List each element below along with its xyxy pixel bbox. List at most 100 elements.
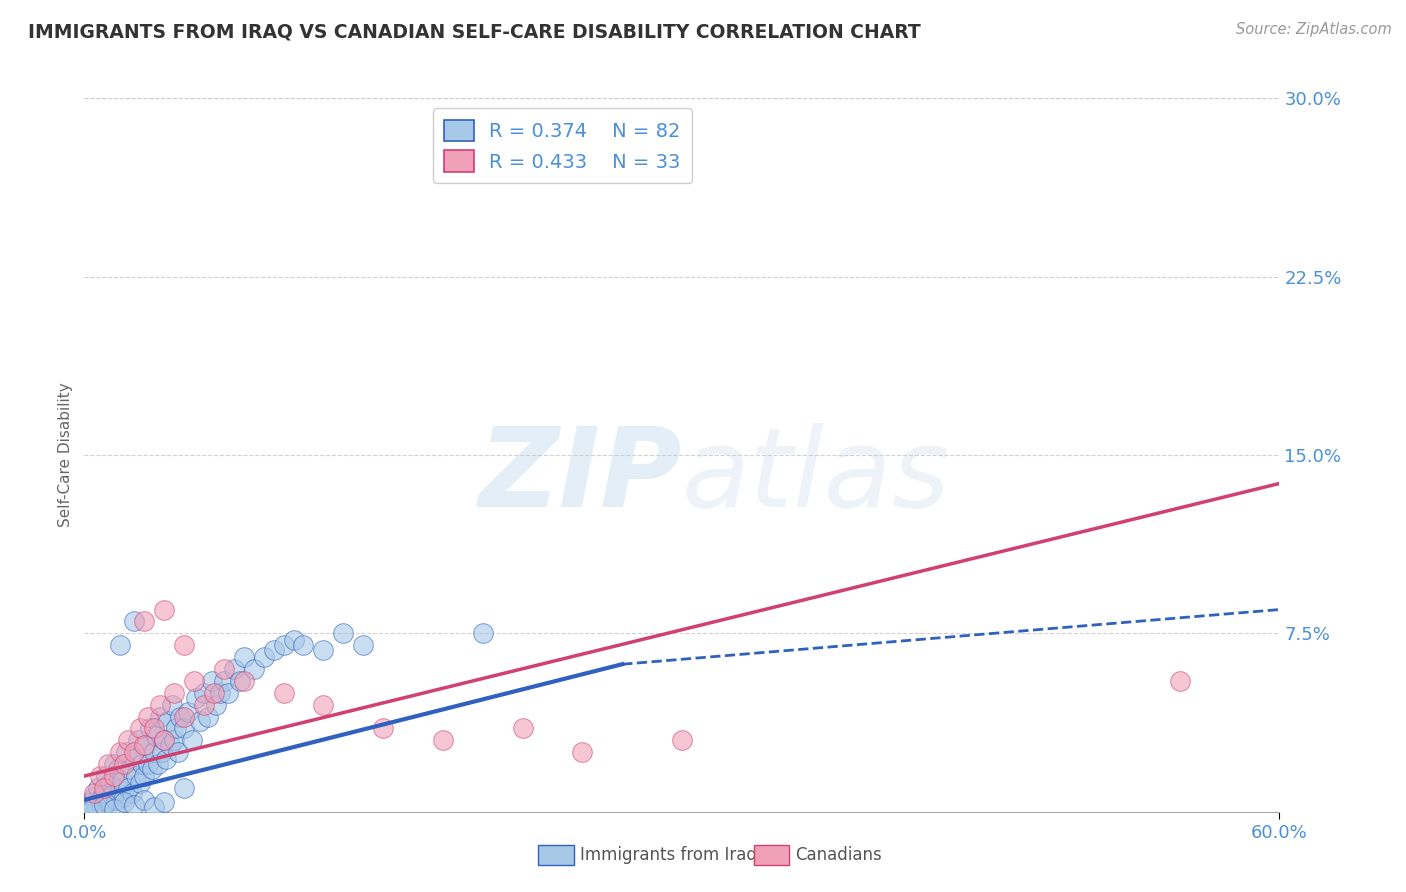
Text: ZIP: ZIP [478, 423, 682, 530]
FancyBboxPatch shape [538, 846, 575, 865]
Immigrants from Iraq [150, 745, 173, 759]
Immigrants from Iraq [169, 709, 191, 723]
Canadians [132, 738, 156, 752]
Canadians [112, 757, 135, 772]
Canadians [173, 709, 195, 723]
Immigrants from Iraq [83, 790, 105, 805]
Immigrants from Iraq [193, 686, 215, 700]
Immigrants from Iraq [253, 650, 276, 665]
Immigrants from Iraq [89, 793, 111, 807]
Immigrants from Iraq [132, 769, 156, 783]
Immigrants from Iraq [91, 800, 114, 814]
Canadians [163, 686, 186, 700]
Immigrants from Iraq [312, 643, 335, 657]
Immigrants from Iraq [117, 780, 139, 795]
Immigrants from Iraq [98, 776, 121, 790]
Canadians [129, 722, 152, 736]
Immigrants from Iraq [112, 795, 135, 809]
Immigrants from Iraq [122, 797, 145, 812]
Text: Source: ZipAtlas.com: Source: ZipAtlas.com [1236, 22, 1392, 37]
Immigrants from Iraq [93, 786, 115, 800]
Immigrants from Iraq [145, 729, 167, 743]
Immigrants from Iraq [197, 709, 219, 723]
Canadians [193, 698, 215, 712]
Canadians [122, 745, 145, 759]
Canadians [97, 757, 120, 772]
Immigrants from Iraq [160, 698, 183, 712]
Immigrants from Iraq [332, 626, 354, 640]
Canadians [153, 602, 176, 616]
Immigrants from Iraq [208, 686, 231, 700]
Immigrants from Iraq [121, 786, 143, 800]
Immigrants from Iraq [242, 662, 264, 676]
Canadians [273, 686, 295, 700]
Text: IMMIGRANTS FROM IRAQ VS CANADIAN SELF-CARE DISABILITY CORRELATION CHART: IMMIGRANTS FROM IRAQ VS CANADIAN SELF-CA… [28, 22, 921, 41]
Canadians [1168, 673, 1191, 688]
Canadians [143, 722, 166, 736]
Immigrants from Iraq [136, 757, 159, 772]
Immigrants from Iraq [105, 793, 128, 807]
Immigrants from Iraq [143, 800, 166, 814]
Canadians [132, 615, 156, 629]
Immigrants from Iraq [188, 714, 211, 729]
Canadians [110, 745, 132, 759]
Immigrants from Iraq [201, 673, 224, 688]
Immigrants from Iraq [159, 738, 181, 752]
Immigrants from Iraq [103, 802, 125, 816]
Immigrants from Iraq [93, 797, 115, 812]
Canadians [232, 673, 254, 688]
Immigrants from Iraq [165, 722, 187, 736]
Immigrants from Iraq [132, 793, 156, 807]
Immigrants from Iraq [101, 788, 124, 802]
Canadians [512, 722, 534, 736]
Immigrants from Iraq [155, 752, 177, 766]
Immigrants from Iraq [232, 650, 254, 665]
Immigrants from Iraq [82, 802, 104, 816]
Immigrants from Iraq [122, 752, 145, 766]
Immigrants from Iraq [228, 673, 252, 688]
Immigrants from Iraq [177, 705, 200, 719]
Text: Canadians: Canadians [796, 847, 882, 864]
Canadians [173, 638, 195, 652]
Immigrants from Iraq [110, 783, 132, 797]
Text: Immigrants from Iraq: Immigrants from Iraq [581, 847, 758, 864]
Immigrants from Iraq [131, 757, 153, 772]
Immigrants from Iraq [120, 762, 142, 776]
Immigrants from Iraq [141, 762, 163, 776]
Immigrants from Iraq [273, 638, 295, 652]
Immigrants from Iraq [283, 633, 305, 648]
Immigrants from Iraq [139, 722, 162, 736]
Canadians [671, 733, 693, 747]
Canadians [212, 662, 235, 676]
Immigrants from Iraq [217, 686, 239, 700]
Immigrants from Iraq [153, 795, 176, 809]
FancyBboxPatch shape [754, 846, 790, 865]
Immigrants from Iraq [127, 733, 149, 747]
Immigrants from Iraq [129, 776, 152, 790]
Immigrants from Iraq [110, 638, 132, 652]
Canadians [136, 709, 159, 723]
Immigrants from Iraq [112, 790, 135, 805]
Immigrants from Iraq [135, 738, 157, 752]
Immigrants from Iraq [184, 690, 207, 705]
Immigrants from Iraq [125, 769, 148, 783]
Immigrants from Iraq [205, 698, 228, 712]
Canadians [183, 673, 205, 688]
Canadians [149, 698, 172, 712]
Immigrants from Iraq [79, 795, 101, 809]
Immigrants from Iraq [84, 797, 107, 812]
Immigrants from Iraq [263, 643, 285, 657]
Canadians [89, 769, 111, 783]
Immigrants from Iraq [143, 745, 166, 759]
Immigrants from Iraq [149, 709, 172, 723]
Y-axis label: Self-Care Disability: Self-Care Disability [58, 383, 73, 527]
Canadians [202, 686, 225, 700]
Immigrants from Iraq [103, 757, 125, 772]
Legend: R = 0.374    N = 82, R = 0.433    N = 33: R = 0.374 N = 82, R = 0.433 N = 33 [433, 108, 692, 183]
Immigrants from Iraq [77, 800, 100, 814]
Immigrants from Iraq [153, 733, 176, 747]
Immigrants from Iraq [173, 722, 195, 736]
Immigrants from Iraq [352, 638, 374, 652]
Immigrants from Iraq [167, 745, 190, 759]
Immigrants from Iraq [173, 780, 195, 795]
